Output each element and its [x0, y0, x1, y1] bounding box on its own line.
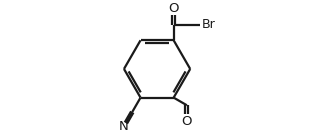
Text: O: O — [182, 115, 192, 128]
Text: Br: Br — [202, 18, 215, 31]
Text: O: O — [168, 2, 179, 15]
Text: N: N — [119, 120, 129, 133]
